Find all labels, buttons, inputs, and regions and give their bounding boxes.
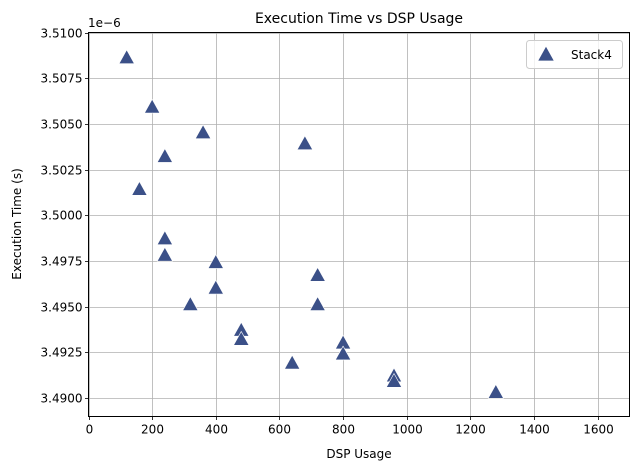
y-tick-label: 3.4950 [41, 301, 83, 315]
x-axis-ticks: 0 200 400 600 800 1000 1200 1400 1600 [86, 416, 614, 437]
y-tick-label: 3.5000 [41, 209, 83, 223]
data-point [131, 181, 148, 196]
plot-frame [88, 32, 630, 417]
x-tick-label: 600 [268, 423, 291, 437]
data-point [156, 230, 173, 246]
y-axis-label: Execution Time (s) [10, 168, 24, 280]
x-tick-label: 200 [141, 423, 164, 437]
y-tick-label: 3.5025 [41, 164, 83, 178]
x-tick-label: 1000 [392, 423, 423, 437]
x-tick-label: 400 [205, 423, 228, 437]
data-point [309, 296, 326, 311]
y-axis-offset-label: 1e−6 [88, 16, 121, 30]
data-point [296, 135, 313, 150]
data-point [144, 98, 161, 114]
y-tick-label: 3.5100 [41, 27, 83, 41]
legend-label: Stack4 [571, 48, 612, 62]
chart-title: Execution Time vs DSP Usage [255, 11, 463, 27]
data-point [233, 331, 250, 346]
y-tick-label: 3.4975 [41, 255, 83, 269]
data-point [487, 384, 504, 399]
data-point [156, 247, 173, 262]
data-point [195, 124, 212, 139]
data-point [335, 345, 352, 361]
y-tick-label: 3.4900 [41, 392, 83, 406]
x-tick-label: 1400 [519, 423, 550, 437]
y-tick-label: 3.5050 [41, 118, 83, 132]
data-point [118, 49, 135, 64]
data-point [207, 254, 224, 269]
data-point [156, 148, 173, 163]
x-axis-label: DSP Usage [326, 447, 391, 461]
data-points [118, 49, 504, 399]
data-point [182, 296, 199, 311]
y-axis-ticks: 3.4900 3.4925 3.4950 3.4975 3.5000 3.5025 3.50… [41, 27, 89, 406]
data-point [284, 354, 301, 370]
x-tick-label: 800 [332, 423, 355, 437]
data-point [386, 373, 403, 388]
y-tick-label: 3.5075 [41, 72, 83, 86]
x-tick-label: 1600 [583, 423, 614, 437]
data-point [207, 279, 224, 295]
legend-box [526, 40, 623, 69]
legend-marker [538, 46, 554, 61]
grid-lines [88, 32, 630, 417]
x-tick-label: 0 [86, 423, 94, 437]
x-tick-label: 1200 [455, 423, 486, 437]
data-point [309, 267, 326, 282]
y-tick-label: 3.4925 [41, 346, 83, 360]
legend: Stack4 [526, 40, 623, 69]
